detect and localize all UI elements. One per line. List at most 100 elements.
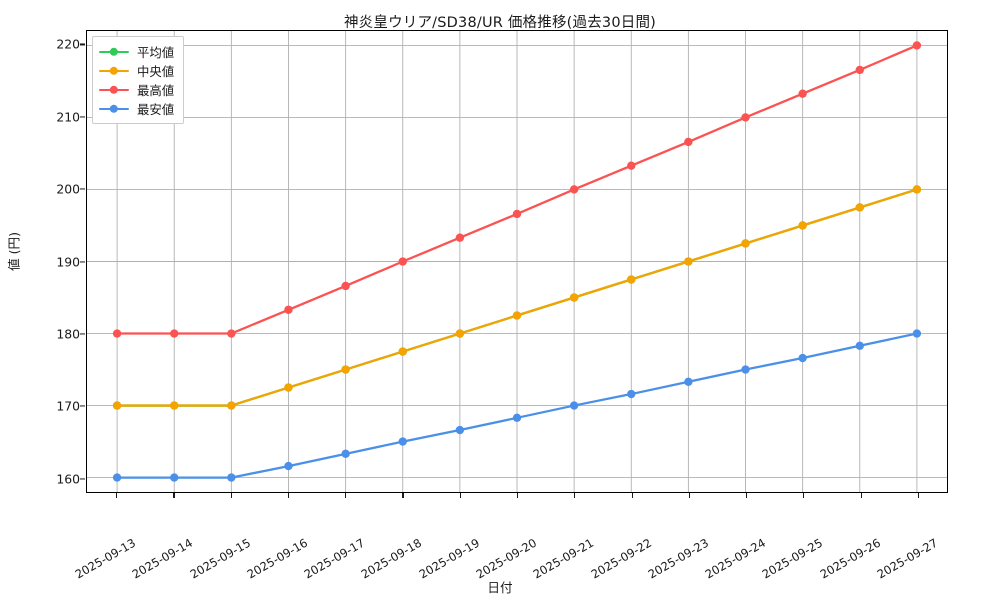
data-point [112, 401, 122, 410]
x-tick-mark [230, 493, 232, 498]
data-point [512, 413, 522, 422]
data-point [284, 461, 293, 471]
data-point [684, 377, 693, 386]
x-tick-label: 2025-09-20 [473, 535, 540, 582]
x-tick-mark [574, 493, 576, 498]
x-tick-mark [860, 493, 862, 498]
series-line [115, 332, 919, 479]
series-1 [112, 185, 922, 410]
legend-item-3: 最高値 [99, 80, 174, 99]
x-tick-label: 2025-09-17 [301, 535, 368, 582]
legend-item-4: 最安値 [99, 99, 174, 118]
data-point [398, 347, 407, 356]
x-tick-mark [116, 493, 118, 498]
legend-label: 平均値 [137, 44, 175, 60]
data-point [170, 329, 179, 338]
data-point [741, 113, 750, 122]
x-tick-mark [517, 493, 519, 498]
data-point [398, 437, 407, 446]
data-point [912, 329, 922, 338]
legend-marker-icon [99, 103, 129, 115]
data-point [741, 239, 750, 248]
data-point [512, 311, 522, 320]
y-tick-label: 180 [56, 326, 80, 342]
series-line [115, 44, 919, 335]
series-3 [112, 41, 922, 338]
data-point [112, 473, 122, 482]
series-2 [112, 185, 922, 410]
y-tick-mark [80, 188, 85, 190]
x-tick-mark [631, 493, 633, 498]
data-point [398, 257, 407, 266]
legend-marker-icon [99, 65, 129, 77]
x-tick-mark [917, 493, 919, 498]
data-point [569, 401, 579, 410]
data-point [227, 401, 236, 410]
data-point [627, 275, 636, 284]
data-point [798, 353, 807, 363]
x-tick-mark [688, 493, 690, 498]
data-point [341, 449, 350, 459]
x-tick-label: 2025-09-22 [588, 535, 654, 582]
x-tick-mark [803, 493, 805, 498]
legend-item-1: 平均値 [99, 42, 174, 61]
x-tick-label: 2025-09-25 [759, 535, 826, 582]
y-tick-label: 200 [56, 181, 80, 197]
data-point [798, 89, 807, 98]
chart-legend: 平均値中央値最高値最安値 [92, 36, 185, 124]
data-point [170, 473, 179, 482]
legend-label: 最高値 [137, 82, 175, 98]
data-point [684, 257, 693, 266]
data-point [855, 341, 864, 350]
data-point [455, 425, 465, 435]
y-tick-label: 210 [56, 109, 80, 125]
data-point [227, 473, 236, 482]
y-tick-label: 170 [56, 398, 80, 414]
x-tick-label: 2025-09-16 [244, 535, 310, 582]
data-point [627, 389, 636, 399]
legend-marker-icon [99, 84, 129, 96]
x-axis-tick-marks [86, 493, 948, 501]
data-point [455, 329, 465, 338]
y-tick-mark [80, 333, 85, 335]
y-tick-mark [80, 43, 85, 46]
x-tick-mark [345, 493, 347, 498]
data-point [798, 221, 807, 230]
data-point [912, 185, 922, 194]
y-tick-mark [80, 405, 85, 407]
x-tick-label: 2025-09-14 [130, 535, 196, 582]
data-point [855, 203, 864, 212]
y-axis-tick-marks [0, 30, 86, 493]
legend-label: 中央値 [137, 63, 175, 79]
x-tick-label: 2025-09-13 [72, 535, 139, 582]
data-point [455, 233, 465, 242]
data-point [112, 329, 122, 338]
data-point [684, 137, 693, 147]
data-point [855, 65, 864, 75]
x-tick-label: 2025-09-26 [817, 535, 883, 582]
data-point [227, 329, 236, 338]
y-tick-label: 220 [56, 36, 80, 52]
y-tick-label: 160 [56, 471, 80, 487]
x-axis-tick-labels: 2025-09-13 2025-09-14 2025-09-15 2025-09-16… [73, 502, 948, 582]
legend-item-2: 中央値 [99, 61, 174, 80]
data-point [627, 161, 636, 170]
y-tick-mark [80, 477, 85, 480]
x-tick-label: 2025-09-18 [359, 535, 425, 582]
x-tick-label: 2025-09-19 [416, 535, 482, 582]
series-4 [112, 329, 922, 482]
legend-label: 最安値 [137, 101, 175, 117]
x-tick-label: 2025-09-23 [645, 535, 711, 582]
y-tick-mark [80, 260, 85, 263]
y-tick-label: 190 [56, 254, 80, 269]
data-point [912, 41, 922, 50]
data-point [170, 401, 179, 410]
y-axis-tick-labels: 160 170 180 190 200 210 220 [28, 30, 80, 493]
plot-area [86, 30, 948, 493]
data-point [512, 209, 522, 219]
x-tick-mark [402, 493, 404, 498]
data-point [341, 365, 350, 374]
x-tick-mark [459, 493, 461, 498]
x-tick-mark [173, 493, 175, 498]
